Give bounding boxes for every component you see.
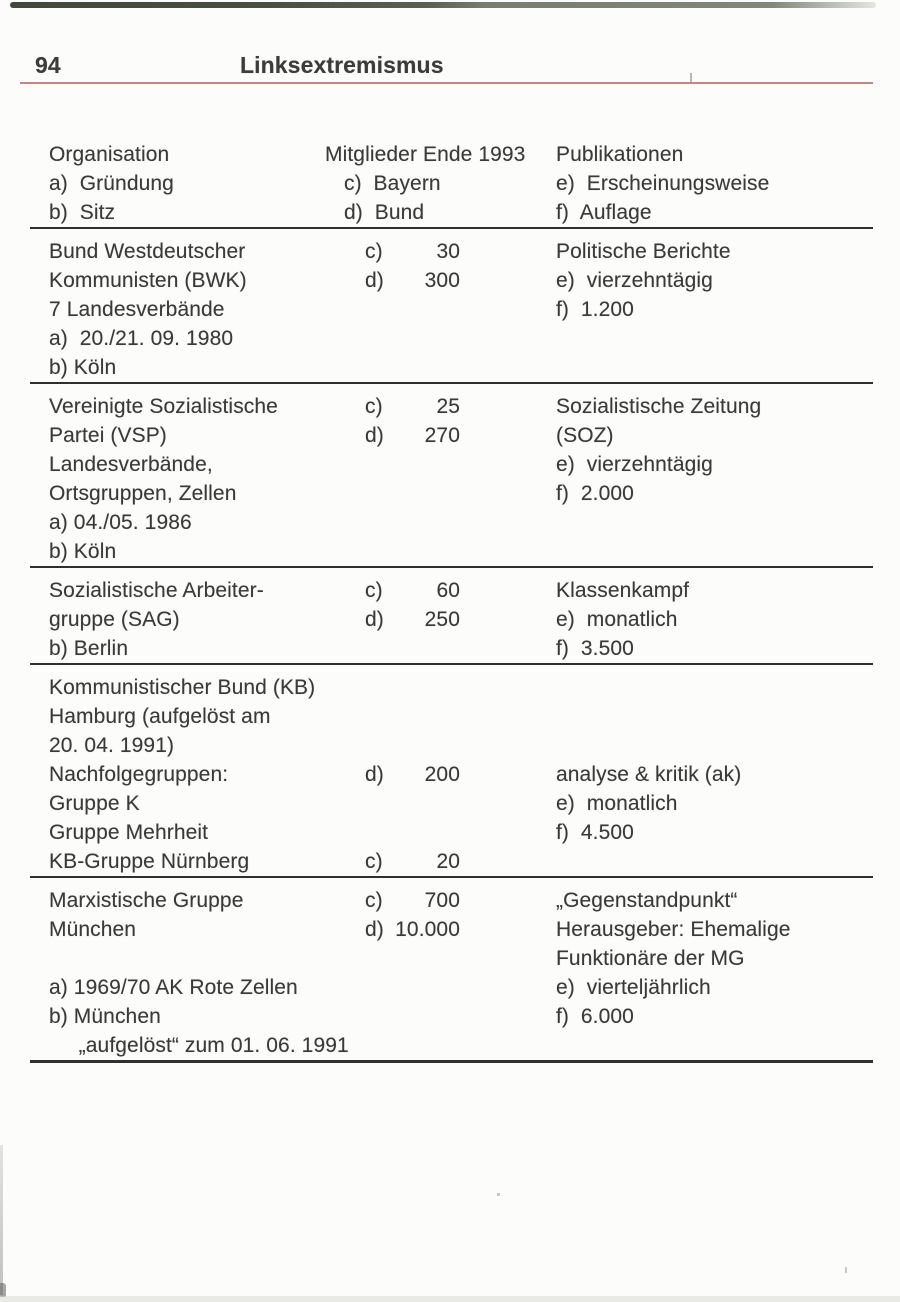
- organisation-line: Bund Westdeutscher: [49, 240, 246, 263]
- scan-artifact-top-bar: [10, 2, 876, 8]
- header-col3-line: Publikationen: [556, 143, 684, 166]
- members-value: 250: [424, 608, 460, 631]
- members-letter: d): [365, 424, 384, 447]
- table-row: Kommunistischer Bund (KB) Hamburg (aufgel…: [30, 663, 873, 876]
- members-letter: d): [365, 918, 384, 941]
- header-col2-line: Mitglieder Ende 1993: [325, 143, 526, 166]
- publication-line: f) 2.000: [556, 482, 634, 505]
- organisation-cell: Bund Westdeutscher Kommunisten (BWK) 7 Lan…: [49, 237, 873, 382]
- organisation-line: 7 Landesverbände: [49, 298, 225, 321]
- members-value: 200: [424, 763, 460, 786]
- publication-line: e) monatlich: [556, 608, 678, 631]
- table-row: Marxistische Gruppe München a) 1969/70 AK …: [30, 876, 873, 1060]
- organisation-line: Sozialistische Arbeiter-: [49, 579, 264, 602]
- organisation-line: Gruppe K: [49, 792, 140, 815]
- organisation-line: 20. 04. 1991): [49, 734, 175, 757]
- members-value: 60: [436, 579, 460, 602]
- members-value: 25: [436, 395, 460, 418]
- publication-line: analyse & kritik (ak): [556, 763, 742, 786]
- members-value: 700: [424, 889, 460, 912]
- organisation-line: Landesverbände,: [49, 453, 213, 476]
- organizations-table: Organisation a) Gründung b) Sitz Mitglie…: [30, 140, 873, 1063]
- organisation-cell: Kommunistischer Bund (KB) Hamburg (aufgel…: [49, 673, 873, 876]
- table-row: Sozialistische Arbeiter-gruppe (SAG) b) B…: [30, 566, 873, 663]
- organisation-line: „aufgelöst“ zum 01. 06. 1991: [49, 1034, 349, 1057]
- organisation-line: gruppe (SAG): [49, 608, 180, 631]
- header-col3-line: f) Auflage: [556, 201, 652, 224]
- members-value: 30: [436, 240, 460, 263]
- table-row: Vereinigte Sozialistische Partei (VSP) Lan…: [30, 382, 873, 566]
- organisation-line: Nachfolgegruppen:: [49, 763, 229, 786]
- page-number: 94: [35, 52, 61, 78]
- scan-speck: [845, 1267, 847, 1273]
- organisation-line: Kommunisten (BWK): [49, 269, 247, 292]
- organisation-line: [49, 944, 873, 973]
- organisation-line: b) Köln: [49, 356, 117, 379]
- organisation-line: KB-Gruppe Nürnberg: [49, 850, 250, 873]
- organisation-line: b) Berlin: [49, 637, 129, 660]
- organisation-line: Vereinigte Sozialistische: [49, 395, 278, 418]
- members-letter: c): [365, 395, 383, 418]
- scan-speck: [497, 1193, 500, 1196]
- scan-artifact-bottom-band: [0, 1296, 900, 1302]
- publication-line: „Gegenstandpunkt“: [556, 889, 738, 912]
- scan-artifact-left-edge: [0, 1145, 3, 1295]
- publication-line: Politische Berichte: [556, 240, 731, 263]
- organisation-line: a) 04./05. 1986: [49, 511, 192, 534]
- organisation-line: a) 1969/70 AK Rote Zellen: [49, 976, 298, 999]
- organisation-line: a) 20./21. 09. 1980: [49, 327, 234, 350]
- chapter-title: Linksextremismus: [240, 52, 444, 78]
- header-col1-line: b) Sitz: [49, 201, 116, 224]
- organisation-line: München: [49, 918, 137, 941]
- header-col1-line: a) Gründung: [49, 172, 174, 195]
- members-value: 20: [436, 850, 460, 873]
- publication-line: f) 6.000: [556, 1005, 634, 1028]
- publication-line: e) monatlich: [556, 792, 678, 815]
- header-rule: [20, 82, 873, 84]
- table-header: Organisation a) Gründung b) Sitz Mitglie…: [30, 140, 873, 227]
- header-col2-line: d) Bund: [344, 201, 425, 224]
- organisation-cell: Marxistische Gruppe München a) 1969/70 AK …: [49, 886, 873, 1060]
- header-col1-line: Organisation: [49, 143, 170, 166]
- publication-line: f) 1.200: [556, 298, 634, 321]
- organisation-line: Kommunistischer Bund (KB): [49, 676, 316, 699]
- members-letter: d): [365, 269, 384, 292]
- members-letter: c): [365, 579, 383, 602]
- members-letter: c): [365, 889, 383, 912]
- organisation-line: b) Köln: [49, 540, 117, 563]
- publication-line: Funktionäre der MG: [556, 947, 745, 970]
- organisation-line: Ortsgruppen, Zellen: [49, 482, 237, 505]
- table-rows: Bund Westdeutscher Kommunisten (BWK) 7 Lan…: [30, 227, 873, 1060]
- publication-line: Sozialistische Zeitung: [556, 395, 762, 418]
- organisation-line: b) München: [49, 1005, 161, 1028]
- members-letter: d): [365, 608, 384, 631]
- members-letter: c): [365, 850, 383, 873]
- members-letter: d): [365, 763, 384, 786]
- header-col3-line: e) Erscheinungsweise: [556, 172, 770, 195]
- organisation-line: Hamburg (aufgelöst am: [49, 705, 271, 728]
- publication-line: e) vierzehntägig: [556, 453, 713, 476]
- table-row: Bund Westdeutscher Kommunisten (BWK) 7 Lan…: [30, 227, 873, 382]
- publication-line: (SOZ): [556, 424, 614, 447]
- table-bottom-rule: [30, 1060, 873, 1063]
- scan-artifact-tick: [690, 73, 692, 82]
- organisation-cell: Vereinigte Sozialistische Partei (VSP) Lan…: [49, 392, 873, 566]
- members-value: 300: [424, 269, 460, 292]
- organisation-line: Partei (VSP): [49, 424, 167, 447]
- publication-line: Herausgeber: Ehemalige: [556, 918, 791, 941]
- members-letter: c): [365, 240, 383, 263]
- scan-artifact-corner-mark: [0, 1283, 6, 1297]
- header-col2-line: c) Bayern: [344, 172, 441, 195]
- members-value: 10.000: [395, 918, 460, 941]
- publication-line: e) vierzehntägig: [556, 269, 713, 292]
- publication-line: Klassenkampf: [556, 579, 690, 602]
- publication-line: f) 4.500: [556, 821, 634, 844]
- organisation-cell: Sozialistische Arbeiter-gruppe (SAG) b) B…: [49, 576, 873, 663]
- publication-line: f) 3.500: [556, 637, 634, 660]
- organisation-line: Marxistische Gruppe: [49, 889, 244, 912]
- members-value: 270: [424, 424, 460, 447]
- publication-line: e) vierteljährlich: [556, 976, 711, 999]
- organisation-line: Gruppe Mehrheit: [49, 821, 209, 844]
